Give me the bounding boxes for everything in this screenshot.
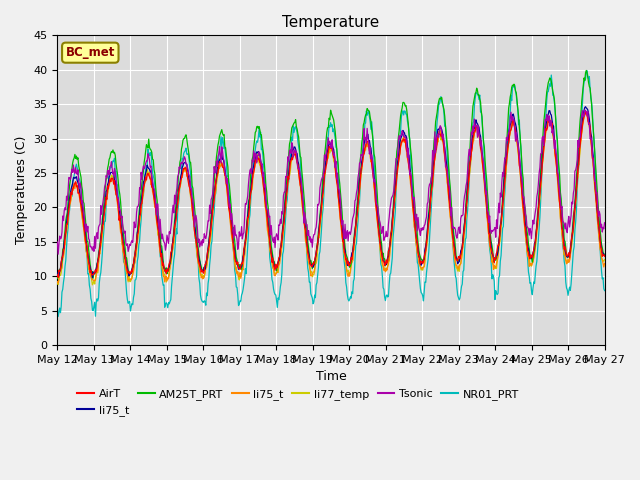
Y-axis label: Temperatures (C): Temperatures (C) bbox=[15, 136, 28, 244]
Legend: AirT, li75_t, AM25T_PRT, li75_t, li77_temp, Tsonic, NR01_PRT: AirT, li75_t, AM25T_PRT, li75_t, li77_te… bbox=[73, 384, 524, 420]
X-axis label: Time: Time bbox=[316, 370, 346, 384]
Text: BC_met: BC_met bbox=[66, 46, 115, 59]
Title: Temperature: Temperature bbox=[282, 15, 380, 30]
